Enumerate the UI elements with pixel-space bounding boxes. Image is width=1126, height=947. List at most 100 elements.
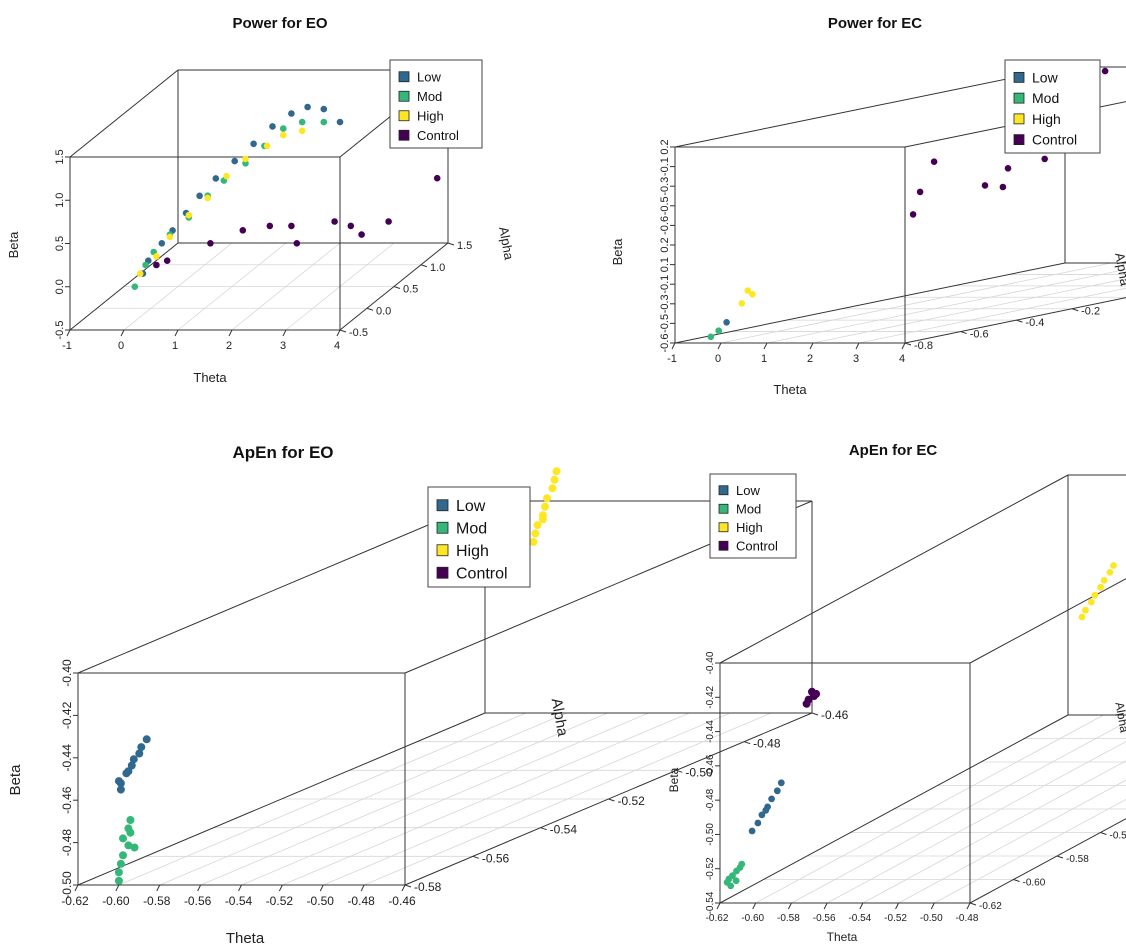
box-edge: [719, 474, 1069, 664]
data-point-low: [758, 811, 766, 819]
x-axis-label: Theta: [827, 930, 858, 944]
box-edge: [719, 714, 1069, 904]
data-point-mod: [707, 333, 715, 341]
z-tick-label: -0.60: [1023, 878, 1046, 889]
data-point-high: [548, 484, 557, 493]
legend-label-high: High: [736, 520, 763, 535]
y-tick-label: 0.2: [659, 237, 671, 252]
x-tick-mark: [156, 884, 161, 892]
x-tick-mark: [895, 902, 900, 910]
z-tick-label: -0.58: [414, 880, 442, 894]
x-tick-label: -0.54: [225, 894, 253, 908]
box-edge: [674, 262, 1066, 344]
box-edge: [77, 500, 486, 674]
data-point-control: [239, 227, 247, 234]
x-axis-label: Theta: [773, 382, 807, 397]
data-point-control: [916, 188, 924, 196]
data-point-mod: [124, 841, 133, 850]
x-tick-mark: [716, 902, 721, 910]
data-point-low: [288, 110, 295, 117]
y-tick-label: -0.44: [705, 720, 716, 743]
plot-box: [719, 474, 1126, 904]
legend-label-control: Control: [736, 538, 778, 553]
y-tick-label: -0.5: [659, 314, 671, 333]
data-points: [131, 103, 441, 291]
data-point-mod: [114, 876, 123, 885]
z-axis-label: Alpha: [496, 226, 517, 262]
data-point-mod: [715, 327, 722, 335]
legend: Low Mod High Control: [389, 59, 483, 149]
legend-swatch-control: [1013, 134, 1025, 146]
data-point-control: [909, 211, 917, 218]
x-tick-label: 0: [118, 340, 124, 352]
chart-panel-1: -1 0 1 2 3 4 -0.5 0.0 0.5 1.0 1.5 -0.5 0.0 0.5 1.0 1.5 T…: [6, 15, 517, 385]
y-tick-label: -0.1: [659, 275, 671, 294]
data-point-high: [1078, 613, 1086, 621]
data-point-high: [223, 172, 230, 180]
y-tick-label: -0.44: [60, 744, 74, 772]
z-tick-mark: [404, 884, 412, 888]
data-point-low: [723, 319, 730, 326]
data-point-low: [114, 777, 123, 786]
z-tick-mark: [393, 286, 401, 289]
x-tick-label: 1: [172, 340, 178, 352]
z-tick-mark: [1016, 319, 1023, 323]
legend-swatch-high: [1013, 113, 1025, 125]
box-edge: [969, 818, 1126, 904]
x-tick-label: -0.48: [956, 913, 979, 924]
legend-swatch-high: [718, 522, 729, 533]
data-point-high: [529, 538, 538, 546]
x-tick-mark: [197, 884, 202, 892]
data-point-mod: [738, 860, 746, 868]
data-point-low: [137, 743, 146, 752]
x-tick-label: 1: [761, 353, 767, 365]
data-point-high: [531, 529, 540, 538]
data-point-high: [1097, 583, 1104, 591]
data-point-high: [204, 194, 211, 202]
z-axis-label: Alpha: [1112, 701, 1126, 734]
data-point-low: [196, 192, 203, 200]
z-tick-label: -0.5: [349, 327, 368, 339]
box-edge: [904, 297, 1126, 344]
data-point-high: [166, 233, 174, 241]
legend-swatch-high: [436, 544, 449, 557]
y-tick-label: -0.42: [705, 685, 716, 708]
legend-swatch-mod: [1013, 92, 1025, 104]
data-point-control: [981, 182, 989, 189]
y-tick-label: -0.1: [659, 157, 671, 176]
data-point-control: [358, 231, 365, 238]
data-point-control: [1101, 67, 1109, 75]
data-point-high: [538, 515, 547, 524]
legend-label-control: Control: [1032, 132, 1077, 148]
x-tick-mark: [855, 342, 860, 350]
z-axis-label: Alpha: [1112, 252, 1126, 288]
data-point-high: [533, 521, 542, 530]
data-point-mod: [119, 834, 127, 843]
x-tick-mark: [763, 342, 768, 350]
data-point-low: [250, 140, 257, 148]
y-tick-label: -0.6: [659, 216, 671, 235]
data-point-high: [242, 155, 249, 163]
data-point-control: [347, 222, 355, 230]
z-tick-mark: [1100, 832, 1107, 835]
chart-title: Power for EO: [232, 15, 327, 32]
y-tick-label: -0.50: [705, 823, 716, 846]
x-tick-mark: [809, 342, 814, 350]
data-point-low: [304, 103, 311, 111]
data-point-low: [212, 175, 220, 182]
z-tick-mark: [1013, 879, 1020, 882]
data-point-low: [142, 735, 151, 744]
x-tick-label: -0.60: [102, 894, 130, 908]
grid-line: [858, 287, 1126, 344]
data-point-high: [185, 211, 193, 219]
z-tick-mark: [472, 855, 479, 859]
data-point-control: [1041, 155, 1048, 163]
z-tick-label: 0.5: [403, 284, 418, 296]
chart-panel-3: -0.62 -0.60 -0.58 -0.56 -0.54 -0.52 -0.50 -0.48…: [7, 443, 849, 947]
data-point-control: [385, 218, 392, 225]
x-tick-mark: [717, 342, 722, 350]
z-tick-mark: [811, 712, 819, 716]
data-point-high: [744, 287, 752, 294]
box-edge: [69, 69, 179, 158]
